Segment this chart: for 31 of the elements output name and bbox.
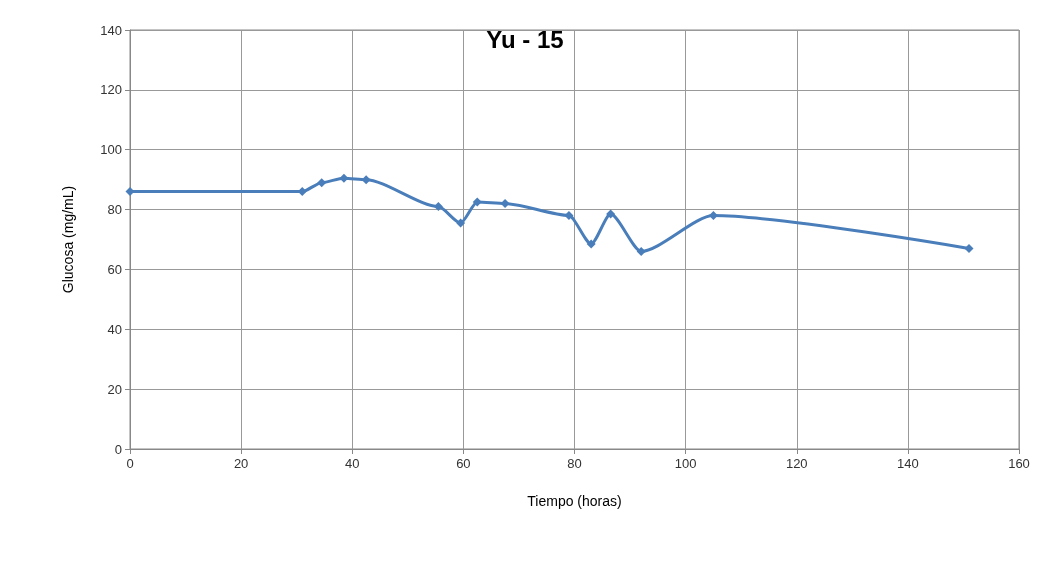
y-tick-label: 0 bbox=[114, 441, 122, 457]
y-tick-label: 20 bbox=[107, 381, 122, 397]
point bbox=[586, 239, 596, 249]
point bbox=[472, 197, 482, 207]
y-tick-label: 80 bbox=[107, 202, 122, 218]
point bbox=[964, 243, 974, 253]
chart-title: Yu - 15 bbox=[486, 25, 564, 53]
point bbox=[500, 199, 510, 209]
x-tick-label: 80 bbox=[567, 456, 582, 471]
point bbox=[433, 202, 443, 212]
x-axis-title: Tiempo (horas) bbox=[527, 493, 622, 509]
point bbox=[708, 211, 718, 221]
y-tick-label: 120 bbox=[100, 82, 122, 98]
y-axis-title: Glucosa (mg/mL) bbox=[60, 185, 76, 294]
x-tick-label: 20 bbox=[233, 456, 249, 471]
x-tick-label: 140 bbox=[897, 456, 919, 471]
x-tick-label: 100 bbox=[674, 456, 697, 471]
y-tick-label: 60 bbox=[107, 261, 122, 277]
point bbox=[636, 246, 646, 256]
y-tick-label: 40 bbox=[107, 321, 122, 337]
point bbox=[456, 218, 466, 228]
x-tick-label: 120 bbox=[785, 456, 808, 471]
point bbox=[564, 211, 574, 221]
x-tick-label: 60 bbox=[456, 456, 471, 471]
x-tick-label: 0 bbox=[126, 456, 134, 471]
x-tick-label: 40 bbox=[345, 456, 360, 471]
y-tick-label: 140 bbox=[100, 22, 122, 38]
y-tick-label: 100 bbox=[100, 142, 122, 158]
point bbox=[317, 178, 327, 188]
point bbox=[606, 209, 616, 219]
x-tick-label: 160 bbox=[1008, 456, 1030, 471]
